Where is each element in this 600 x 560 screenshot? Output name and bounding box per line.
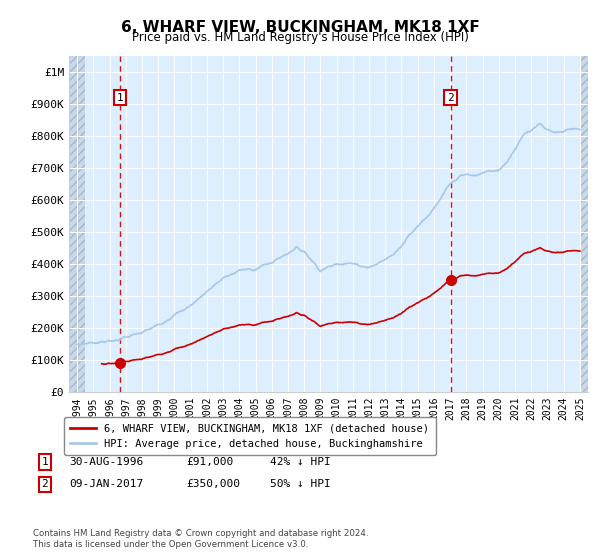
Text: Contains HM Land Registry data © Crown copyright and database right 2024.
This d: Contains HM Land Registry data © Crown c… (33, 529, 368, 549)
Text: 1: 1 (41, 457, 49, 467)
Text: 30-AUG-1996: 30-AUG-1996 (69, 457, 143, 467)
Text: 2: 2 (447, 92, 454, 102)
Bar (580, 56, 588, 392)
Text: 09-JAN-2017: 09-JAN-2017 (69, 479, 143, 489)
Legend: 6, WHARF VIEW, BUCKINGHAM, MK18 1XF (detached house), HPI: Average price, detach: 6, WHARF VIEW, BUCKINGHAM, MK18 1XF (det… (64, 417, 436, 455)
Text: 6, WHARF VIEW, BUCKINGHAM, MK18 1XF: 6, WHARF VIEW, BUCKINGHAM, MK18 1XF (121, 20, 479, 35)
Bar (69, 56, 85, 392)
Text: £350,000: £350,000 (186, 479, 240, 489)
Text: 2: 2 (41, 479, 49, 489)
Bar (580, 56, 588, 392)
Text: £91,000: £91,000 (186, 457, 233, 467)
Text: 1: 1 (117, 92, 124, 102)
Bar (69, 56, 85, 392)
Text: 50% ↓ HPI: 50% ↓ HPI (270, 479, 331, 489)
Text: 42% ↓ HPI: 42% ↓ HPI (270, 457, 331, 467)
Text: Price paid vs. HM Land Registry's House Price Index (HPI): Price paid vs. HM Land Registry's House … (131, 31, 469, 44)
